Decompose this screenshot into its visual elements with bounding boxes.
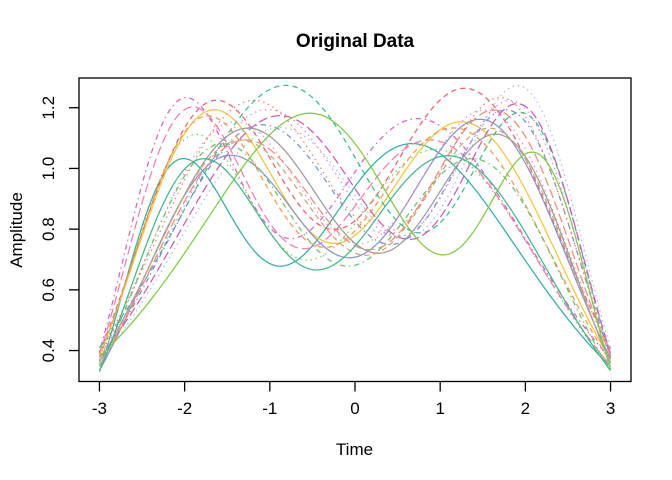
curve-21 (98, 99, 612, 357)
curve-07 (98, 84, 612, 357)
plot-box (78, 77, 632, 383)
x-tick-label: -3 (92, 399, 107, 418)
curve-05 (98, 106, 612, 366)
curve-08 (98, 84, 612, 362)
x-tick-label: 1 (435, 399, 444, 418)
curve-12 (98, 115, 612, 362)
y-tick-label: 1.2 (39, 96, 58, 120)
curve-03 (98, 133, 612, 369)
curve-10 (98, 103, 612, 359)
x-tick-label: 3 (606, 399, 615, 418)
curve-13 (98, 109, 612, 360)
x-tick-label: 0 (350, 399, 359, 418)
x-axis-label: Time (336, 440, 373, 459)
curve-01 (98, 142, 611, 372)
y-tick-label: 1.0 (39, 157, 58, 181)
curve-09 (98, 109, 612, 361)
x-tick-label: -1 (262, 399, 277, 418)
curve-19 (99, 112, 612, 370)
y-axis-label: Amplitude (7, 192, 26, 268)
curves-group (98, 84, 612, 372)
chart-title: Original Data (296, 31, 415, 52)
x-tick-label: 2 (521, 399, 530, 418)
curve-18 (98, 96, 612, 354)
curve-17 (98, 127, 612, 366)
y-tick-label: 0.4 (39, 339, 58, 363)
curve-06 (98, 109, 612, 360)
x-tick-label: -2 (177, 399, 192, 418)
y-tick-label: 0.8 (39, 217, 58, 241)
curve-20 (98, 155, 612, 372)
y-tick-label: 0.6 (39, 278, 58, 302)
curve-14 (98, 142, 612, 372)
curve-04 (98, 96, 612, 360)
axes-group: -3 -2 -1 0 1 2 3 0.4 0.6 0.8 1.0 1.2 (39, 77, 632, 418)
